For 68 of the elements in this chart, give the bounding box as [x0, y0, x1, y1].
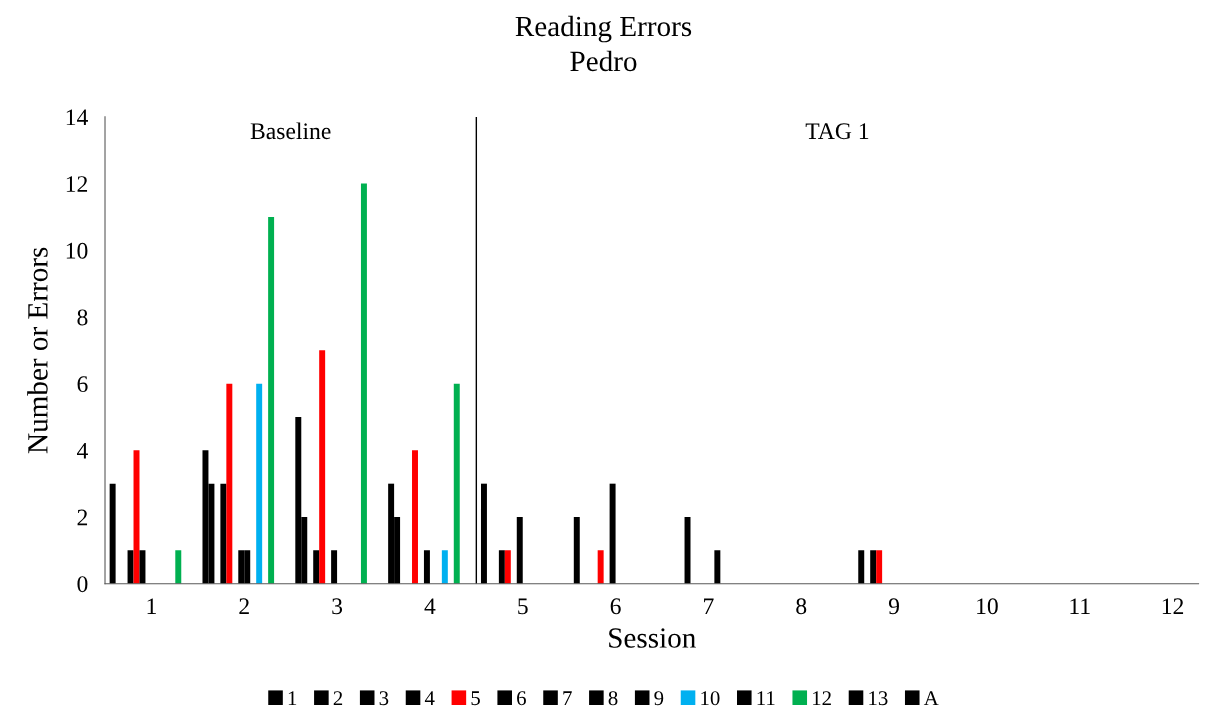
bar: [516, 517, 523, 584]
legend-label: 6: [517, 691, 526, 706]
chart-subtitle: Pedro: [570, 50, 637, 72]
legend-label: 2: [333, 691, 343, 705]
x-tick-label: 10: [977, 598, 998, 615]
bar: [139, 550, 146, 584]
legend-label: 13: [869, 691, 888, 706]
bar: [412, 450, 418, 584]
bar: [268, 216, 275, 584]
bar: [597, 550, 604, 584]
y-tick-label: 2: [77, 509, 88, 526]
bar: [714, 550, 721, 584]
bar: [498, 550, 505, 584]
bar: [441, 550, 448, 584]
bar: [256, 383, 263, 584]
legend-label: A: [923, 691, 939, 705]
x-tick-label: 2: [239, 598, 249, 614]
bar: [480, 483, 487, 584]
x-tick-label: 3: [332, 598, 343, 615]
y-axis-title: Number or Errors: [27, 247, 48, 454]
chart-title: Reading Errors: [515, 15, 692, 43]
legend-label: 4: [424, 691, 435, 705]
x-tick-label: 11: [1070, 598, 1090, 614]
x-tick-label: 9: [888, 598, 899, 615]
bar: [609, 483, 616, 584]
annotation: Baseline: [250, 122, 331, 140]
x-tick-label: 8: [796, 598, 807, 615]
x-tick-label: 5: [518, 598, 528, 615]
y-tick-label: 12: [66, 176, 88, 192]
x-tick-label: 4: [424, 598, 436, 614]
bar: [109, 483, 116, 584]
x-tick-label: 7: [704, 598, 714, 614]
bar: [175, 550, 182, 584]
bar: [360, 183, 367, 584]
x-tick-label: 12: [1162, 598, 1184, 614]
annotation: TAG 1: [805, 123, 869, 140]
legend-label: 7: [563, 691, 572, 705]
bar: [313, 550, 320, 584]
bar: [453, 383, 460, 584]
bar: [504, 550, 511, 584]
x-tick-label: 6: [610, 598, 621, 615]
legend-label: 11: [757, 691, 775, 705]
bar: [331, 550, 338, 584]
bar: [876, 550, 883, 584]
bar: [858, 550, 865, 584]
legend-label: 3: [379, 691, 389, 706]
y-tick-label: 4: [77, 442, 88, 459]
bar: [220, 483, 227, 584]
x-axis-title: Session: [609, 628, 696, 648]
legend-label: 12: [813, 691, 831, 705]
bar: [573, 517, 580, 584]
bar: [870, 550, 877, 584]
bar: [684, 517, 691, 584]
bar: [319, 350, 326, 584]
bar: [226, 383, 233, 584]
y-tick-label: 10: [66, 242, 88, 259]
x-tick-label: 1: [147, 598, 156, 614]
legend-label: 9: [654, 691, 664, 706]
y-tick-label: 8: [77, 309, 88, 326]
bar: [423, 550, 430, 584]
legend-label: 8: [608, 691, 618, 706]
y-tick-label: 14: [66, 109, 88, 126]
y-tick-label: 0: [77, 576, 88, 593]
bar: [127, 550, 134, 584]
legend-label: 5: [471, 691, 480, 706]
legend-label: 10: [701, 691, 720, 706]
legend-label: 1: [288, 691, 297, 705]
y-tick-label: 6: [77, 376, 88, 393]
